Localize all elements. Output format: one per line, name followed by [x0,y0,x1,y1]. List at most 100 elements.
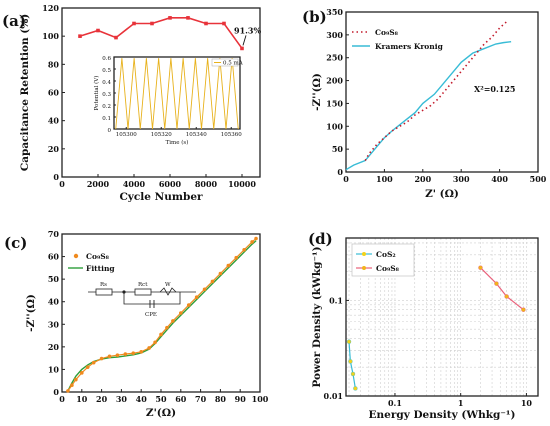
x-tick-label: 90 [235,394,247,404]
y-tick-label: 40 [48,116,60,126]
y-axis-title: Capacitance Retention (%) [19,14,31,171]
data-point [478,265,483,270]
data-point [254,236,258,241]
x-tick-label: 8000 [195,179,218,189]
inset-legend-box [211,58,239,67]
x-tick-label: 0 [59,179,65,189]
chart-c-equivalent-circuit: Rs Rct W CPE [88,282,196,318]
data-point [74,377,78,382]
annotation-arrow [242,35,247,46]
series-co9s8 [364,20,508,161]
x-tick-label: 70 [195,394,207,404]
data-point [171,319,175,323]
x-tick-label: 105320 [151,132,172,138]
data-point [168,16,172,20]
data-point [147,346,151,350]
x-tick-label: 4000 [123,179,146,189]
y-tick-label: 30 [48,319,60,329]
data-point [240,46,244,51]
x-axis-title: Time (s) [166,139,189,146]
data-point [353,386,358,391]
data-point [226,263,231,268]
y-tick-label: 0.1 [329,295,343,305]
y-tick-label: 0 [108,128,112,134]
data-point [153,340,157,345]
x-tick-label: 6000 [159,179,182,189]
y-axis-title: -Z''(Ω) [25,294,37,332]
y-tick-label: 300 [326,30,343,40]
data-point [186,16,190,20]
data-point [131,351,136,355]
data-point [96,28,100,33]
series-line-1 [480,267,524,311]
x-tick-label: 0 [59,394,65,404]
x-tick-label: 105340 [186,132,207,138]
x-tick-label: 200 [414,174,431,184]
x-tick-label: 2000 [87,179,110,189]
data-point [107,354,112,359]
data-point [159,332,163,337]
data-point [70,383,74,388]
series-line [79,17,243,49]
data-point [348,359,353,364]
legend-marker-1 [362,266,366,270]
y-tick-label: 20 [48,342,60,352]
series-fitting [67,240,257,392]
x-axis-title: Z'(Ω) [146,407,176,419]
data-point [66,389,70,393]
y-axis-title: Potential (V) [93,76,100,111]
resistor-rct [134,288,152,296]
y-tick-label: 10 [48,364,60,374]
data-point [346,339,352,344]
x-tick-label: 10000 [228,179,256,189]
x-tick-label: 500 [530,174,547,184]
chart-a-inset-gcd: 105300 105320 105340 105360 0 0.1 0.2 0.3 0.4 0.5… [88,55,244,153]
legend-label-co9s8: Co₉S₈ [375,28,399,37]
y-tick-label: 0 [53,387,59,397]
data-point [114,35,118,40]
x-tick-label: 105360 [221,132,242,138]
x-tick-label: 300 [453,174,470,184]
y-tick-label: 350 [326,7,343,17]
x-tick-label: 400 [491,174,508,184]
data-point [494,281,499,286]
annotation-label: 91.3% [234,25,261,35]
x-tick-label: 100 [376,174,393,184]
chi-square-annotation: X²=0.125 [474,84,515,94]
legend: Co₉S₈ Fitting [68,252,115,273]
chart-c-nyquist-fitting: 0 10 20 30 40 50 60 70 80 90 100 0 10 20 30 40 50 60 70 Z'(… [25,229,269,419]
inset-legend: 0.5 mA [211,58,244,67]
data-point [194,295,199,300]
circuit-label-rs: Rs [100,282,107,288]
circuit-label-cpe: CPE [145,312,157,318]
data-point [91,360,96,365]
y-tick-label: 60 [48,88,60,98]
data-point [186,303,191,307]
x-tick-label: 100 [252,394,269,404]
data-point [78,34,82,38]
legend-marker-0 [362,252,366,256]
data-point [350,371,356,377]
data-point [250,240,254,244]
legend-marker-co9s8 [73,253,79,259]
panel-label-d: (d) [308,230,333,248]
data-point [179,311,183,315]
y-tick-label: 100 [42,31,59,41]
x-tick-label: 0 [343,174,349,184]
data-point [204,21,208,26]
y-tick-label: 0.01 [324,391,343,401]
y-tick-label: 40 [48,297,60,307]
data-point [150,21,154,26]
y-tick-label: 60 [48,252,60,262]
data-point [222,21,226,26]
x-tick-label: 40 [136,394,148,404]
y-tick-label: 0.4 [102,80,111,86]
panel-label-a: (a) [2,12,26,30]
data-point [99,356,104,361]
plot-frame [345,237,539,397]
y-tick-label: 70 [48,229,60,239]
y-tick-label: 120 [42,3,59,13]
resistor-rs [95,288,113,296]
x-axis-title: Z' (Ω) [425,188,459,200]
x-tick-label: 50 [155,394,167,404]
